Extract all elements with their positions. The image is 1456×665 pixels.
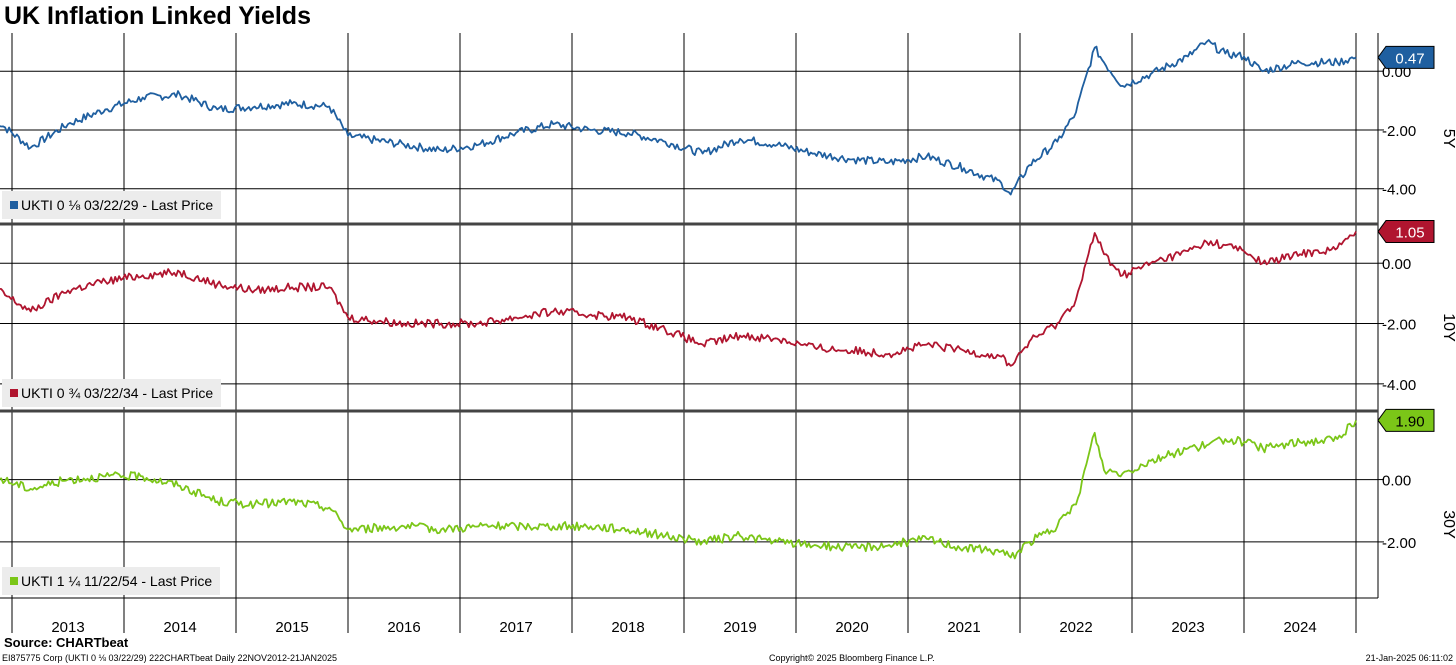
last-value-badge-30y [1377,408,1435,432]
x-tick-label-2013: 2013 [51,619,84,636]
last-value-label-30y: 1.90 [1395,413,1424,430]
last-value-tag-30y: 1.90 [1377,408,1435,432]
legend-label-30y: UKTI 1 ¼ 11/22/54 - Last Price [21,573,213,589]
legend-10y: UKTI 0 ¾ 03/22/34 - Last Price [2,379,222,407]
y-tick-label-10y-4-00: -4.00 [1382,377,1416,394]
legend-swatch-5y [10,201,18,209]
x-tick-label-2015: 2015 [275,619,308,636]
series-line-5y [0,39,1357,196]
last-value-badge-10y [1377,220,1435,244]
panel-label-10y: 10Y [1440,313,1456,342]
y-tick-label-5y-2-00: -2.00 [1382,123,1416,140]
panel-label-5y: 5Y [1440,129,1456,149]
x-tick-label-2018: 2018 [611,619,644,636]
last-value-badge-5y [1377,45,1435,69]
footer-timestamp: 21-Jan-2025 06:11:02 [1365,653,1453,663]
last-value-label-5y: 0.47 [1395,50,1424,67]
x-tick-label-2014: 2014 [163,619,196,636]
x-tick-label-2021: 2021 [947,619,980,636]
x-tick-label-2019: 2019 [723,619,756,636]
legend-30y: UKTI 1 ¼ 11/22/54 - Last Price [2,567,221,595]
x-tick-label-2017: 2017 [499,619,532,636]
panel-label-30y: 30Y [1440,510,1456,539]
last-value-tag-5y: 0.47 [1377,45,1435,69]
legend-5y: UKTI 0 ⅛ 03/22/29 - Last Price [2,191,222,219]
series-line-30y [0,420,1357,560]
x-tick-label-2024: 2024 [1283,619,1316,636]
legend-swatch-30y [10,577,18,585]
last-value-label-10y: 1.05 [1395,225,1424,242]
footer-copyright: Copyright© 2025 Bloomberg Finance L.P. [769,653,935,663]
x-tick-label-2020: 2020 [835,619,868,636]
chart-title: UK Inflation Linked Yields [4,2,311,30]
y-tick-label-10y-0-00: 0.00 [1382,256,1411,273]
y-tick-label-10y-2-00: -2.00 [1382,317,1416,334]
source-note: Source: CHARTbeat [4,635,129,650]
x-tick-label-2022: 2022 [1059,619,1092,636]
y-tick-label-30y-2-00: -2.00 [1382,535,1416,552]
x-tick-label-2023: 2023 [1171,619,1204,636]
x-tick-label-2016: 2016 [387,619,420,636]
footer-security-info: EI875775 Corp (UKTI 0 ⅛ 03/22/29) 222CHA… [2,653,338,663]
last-value-tag-10y: 1.05 [1377,220,1435,244]
y-tick-label-30y-0-00: 0.00 [1382,473,1411,490]
series-line-10y [0,231,1357,367]
legend-label-5y: UKTI 0 ⅛ 03/22/29 - Last Price [21,197,214,213]
legend-swatch-10y [10,389,18,397]
y-tick-label-5y-4-00: -4.00 [1382,182,1416,199]
legend-label-10y: UKTI 0 ¾ 03/22/34 - Last Price [21,385,214,401]
